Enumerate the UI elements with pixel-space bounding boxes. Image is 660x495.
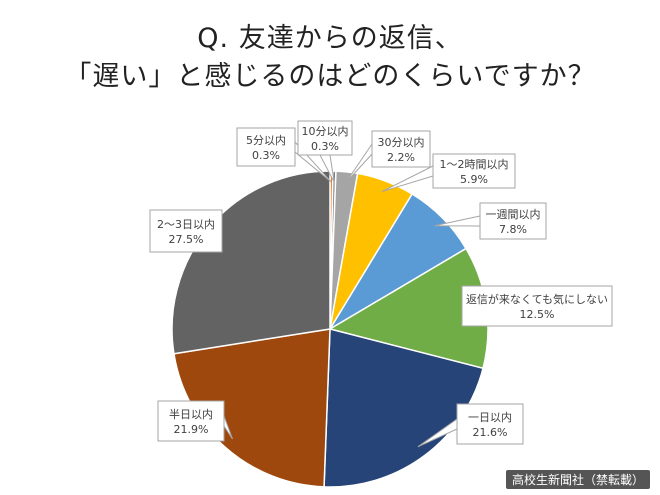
callout-box bbox=[149, 209, 223, 253]
callout-box bbox=[461, 285, 613, 327]
slice-value-label: 2.2% bbox=[387, 151, 415, 164]
pie-slice-8 bbox=[173, 328, 331, 488]
pie-slices bbox=[171, 170, 489, 488]
callout-box bbox=[157, 400, 225, 442]
slice-value-label: 27.5% bbox=[169, 233, 204, 246]
pie-slice-7 bbox=[323, 328, 484, 488]
slice-label: 2〜3日以内 bbox=[157, 217, 215, 231]
callout-box bbox=[371, 130, 431, 168]
callout-2: 10分以内 0.3% bbox=[297, 120, 353, 183]
callout-7: 一日以内 21.6% bbox=[417, 403, 524, 448]
slice-label: 一日以内 bbox=[468, 410, 512, 424]
callout-box bbox=[456, 403, 524, 445]
callout-9: 2〜3日以内 27.5% bbox=[149, 209, 223, 253]
slice-label: 返信が来なくても気にしない bbox=[466, 292, 608, 306]
slice-value-label: 21.6% bbox=[473, 426, 508, 439]
chart-title-line2: 「遅い」と感じるのはどのくらいですか？ bbox=[64, 61, 596, 92]
slice-value-label: 0.3% bbox=[311, 140, 339, 153]
callout-box bbox=[479, 202, 547, 240]
slice-label: 一週間以内 bbox=[486, 207, 541, 221]
callout-3: 30分以内 2.2% bbox=[345, 130, 431, 184]
callout-4: 1〜2時間以内 5.9% bbox=[381, 153, 516, 193]
slice-value-label: 12.5% bbox=[520, 308, 555, 321]
slice-value-label: 0.3% bbox=[252, 149, 280, 162]
callout-box bbox=[236, 127, 296, 167]
callout-box bbox=[297, 120, 353, 156]
slice-label: 10分以内 bbox=[302, 124, 349, 138]
pie-callouts: 5分以内 0.3% 10分以内 0.3% 30分以内 2.2% 1〜2時間以内 5.9% 一週間… bbox=[149, 120, 613, 448]
slice-label: 5分以内 bbox=[246, 133, 286, 147]
callout-box bbox=[432, 153, 516, 189]
slice-label: 1〜2時間以内 bbox=[440, 157, 509, 171]
callout-6: 返信が来なくても気にしない 12.5% bbox=[461, 285, 613, 327]
slice-label: 半日以内 bbox=[169, 407, 213, 421]
pie-slice-9 bbox=[171, 170, 331, 355]
credit-watermark: 高校生新聞社（禁転載） bbox=[505, 470, 650, 489]
callout-pointer bbox=[381, 165, 434, 193]
slice-value-label: 7.8% bbox=[499, 223, 527, 236]
slice-label: 30分以内 bbox=[378, 135, 425, 149]
callout-5: 一週間以内 7.8% bbox=[434, 202, 547, 240]
slice-value-label: 5.9% bbox=[460, 173, 488, 186]
slice-value-label: 21.9% bbox=[174, 423, 209, 436]
callout-8: 半日以内 21.9% bbox=[157, 400, 233, 442]
chart-title-line1: Q. 友達からの返信、 bbox=[197, 23, 463, 54]
